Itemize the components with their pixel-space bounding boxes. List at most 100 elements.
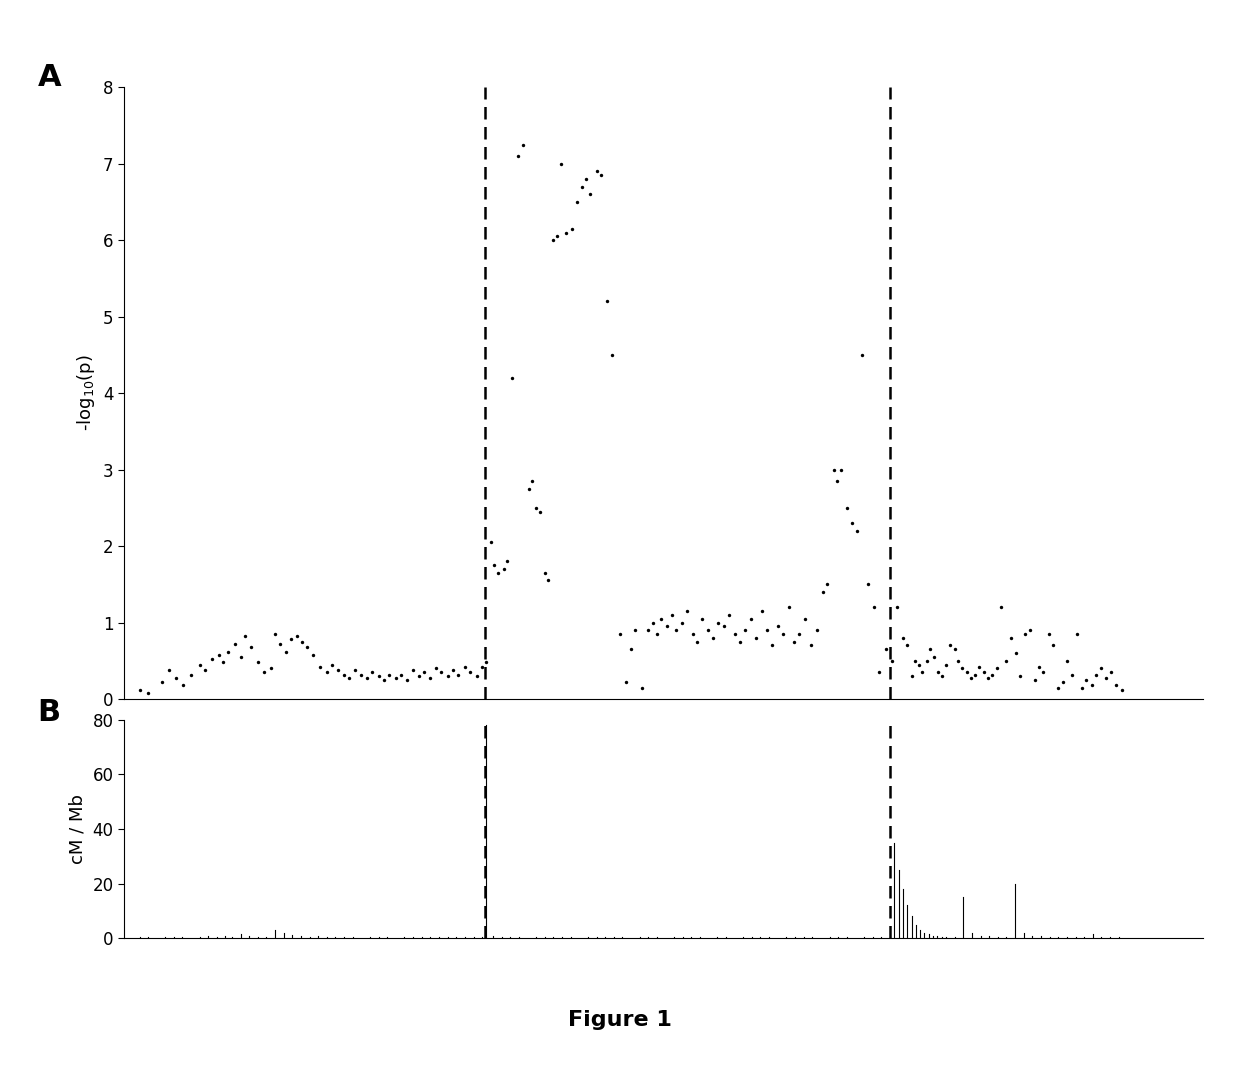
Point [746, 630, 766, 647]
Point [551, 155, 570, 172]
Point [340, 669, 360, 686]
Point [758, 622, 777, 639]
Point [1096, 669, 1116, 686]
Point [303, 646, 322, 663]
Point [898, 637, 918, 655]
Point [591, 167, 611, 184]
Point [508, 147, 528, 165]
Point [397, 671, 417, 688]
Point [534, 564, 554, 582]
Point [327, 661, 347, 679]
Point [905, 652, 925, 670]
Point [842, 515, 862, 532]
Point [1021, 622, 1040, 639]
Point [531, 503, 551, 520]
Point [657, 618, 677, 635]
Point [522, 472, 542, 490]
Point [801, 637, 821, 655]
Point [931, 668, 951, 685]
Point [443, 661, 463, 679]
Point [166, 669, 186, 686]
Point [587, 163, 606, 180]
Point [1091, 660, 1111, 678]
Point [936, 656, 956, 673]
Point [913, 663, 932, 681]
Point [1081, 676, 1101, 694]
Point [924, 648, 944, 666]
Point [621, 640, 641, 658]
Point [875, 640, 895, 658]
Point [374, 671, 394, 688]
Point [1112, 681, 1132, 698]
Point [472, 658, 492, 675]
Point [567, 193, 587, 211]
Point [1039, 625, 1059, 643]
Point [138, 684, 157, 702]
Point [807, 622, 827, 639]
Point [961, 669, 981, 686]
Point [916, 652, 936, 670]
Point [997, 652, 1017, 670]
Point [1106, 676, 1126, 694]
Point [1076, 671, 1096, 688]
Point [513, 136, 533, 154]
Point [286, 627, 306, 645]
Point [973, 663, 993, 681]
Point [502, 369, 522, 386]
Point [357, 669, 377, 686]
Point [901, 668, 921, 685]
Point [719, 607, 739, 624]
Point [893, 630, 913, 647]
Point [1066, 625, 1086, 643]
Point [724, 625, 744, 643]
Text: B: B [37, 698, 61, 727]
Point [982, 666, 1002, 683]
Point [1086, 666, 1106, 683]
Point [837, 499, 857, 516]
Point [920, 640, 940, 658]
Point [784, 633, 804, 650]
Point [362, 663, 382, 681]
Point [1033, 663, 1053, 681]
Point [181, 666, 201, 683]
Point [852, 346, 872, 363]
Point [573, 178, 593, 195]
Point [494, 561, 513, 578]
Point [322, 656, 342, 673]
Point [735, 622, 755, 639]
Point [956, 663, 976, 681]
Point [414, 663, 434, 681]
Point [1048, 679, 1068, 696]
Point [940, 637, 960, 655]
Point [557, 224, 577, 241]
Point [580, 185, 600, 203]
Text: A: A [37, 63, 61, 92]
Point [965, 666, 985, 683]
Point [730, 633, 750, 650]
Point [392, 666, 412, 683]
Point [703, 630, 723, 647]
Point [481, 533, 501, 551]
Point [432, 663, 451, 681]
Point [1014, 625, 1034, 643]
Point [751, 602, 771, 620]
Point [687, 633, 707, 650]
Point [601, 346, 621, 363]
Point [813, 584, 833, 601]
Point [293, 633, 312, 650]
Point [265, 625, 285, 643]
Point [869, 663, 889, 681]
Point [1011, 668, 1030, 685]
Point [888, 599, 908, 616]
Point [226, 635, 246, 652]
Point [740, 610, 760, 627]
Point [234, 627, 254, 645]
Point [642, 614, 662, 632]
Point [213, 654, 233, 671]
Point [409, 668, 429, 685]
Point [254, 663, 274, 681]
Point [379, 666, 399, 683]
Point [151, 673, 171, 691]
Point [763, 637, 782, 655]
Point [449, 666, 469, 683]
